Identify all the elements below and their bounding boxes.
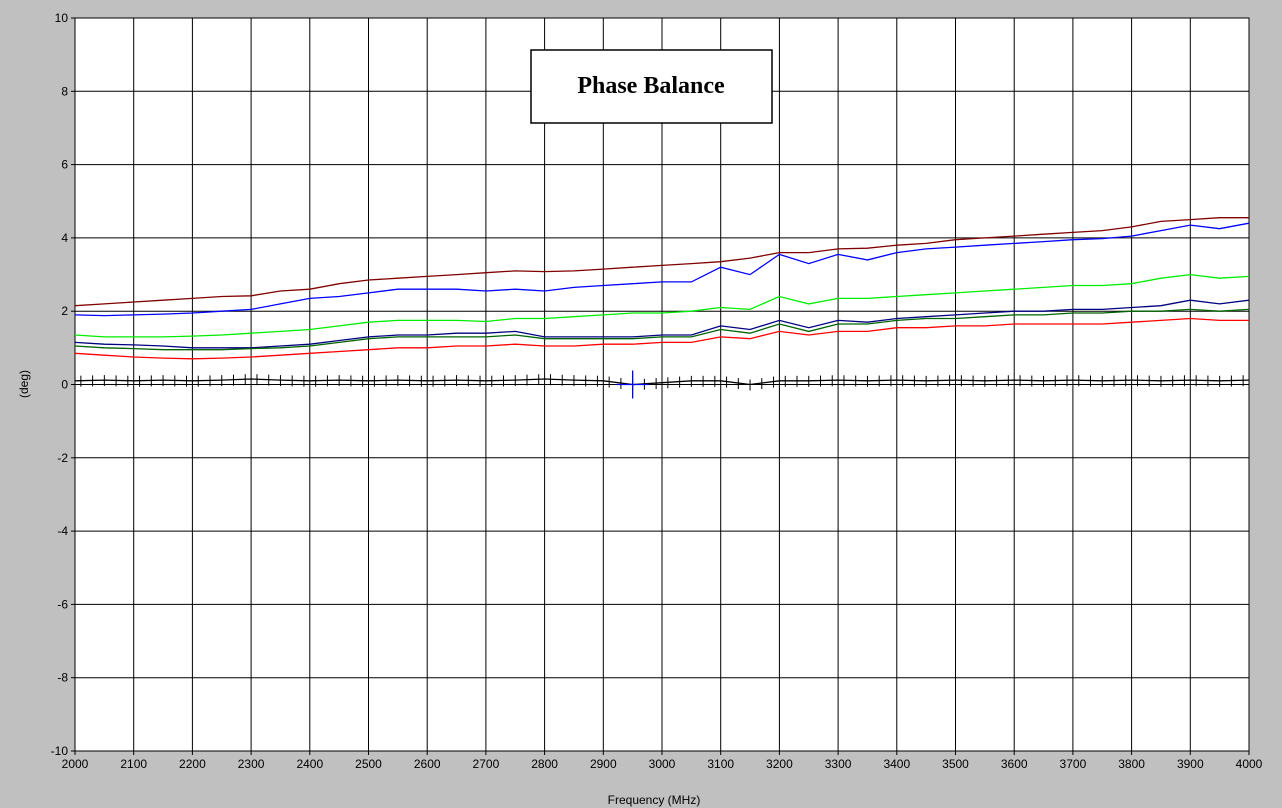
title-box [530, 49, 773, 124]
y-tick-label: 2 [61, 304, 68, 318]
x-tick-label: 3100 [707, 757, 734, 771]
x-tick-label: 4000 [1236, 757, 1263, 771]
series-line [74, 378, 1250, 386]
x-tick-label: 2300 [238, 757, 265, 771]
x-tick-label: 3400 [883, 757, 910, 771]
y-tick-label: 10 [55, 11, 69, 25]
y-axis-title: (deg) [17, 370, 31, 398]
x-tick-label: 3300 [825, 757, 852, 771]
y-tick-label: 8 [61, 84, 68, 98]
grid [71, 17, 1250, 755]
y-tick-label: -4 [57, 524, 68, 538]
x-tick-label: 2400 [296, 757, 323, 771]
x-axis-title: Frequency (MHz) [608, 793, 701, 807]
x-tick-label: 2900 [590, 757, 617, 771]
x-tick-label: 2500 [355, 757, 382, 771]
x-tick-label: 2800 [531, 757, 558, 771]
x-tick-label: 3600 [1001, 757, 1028, 771]
x-tick-label: 3700 [1060, 757, 1087, 771]
series-line [74, 308, 1250, 351]
y-tick-label: 0 [61, 378, 68, 392]
x-tick-label: 2700 [473, 757, 500, 771]
y-axis-tick-labels: 10 8 6 4 2 0 -2 -4 -6 -8 -10 [51, 11, 69, 758]
x-tick-label: 3200 [766, 757, 793, 771]
x-tick-label: 3800 [1118, 757, 1145, 771]
series-line [74, 273, 1250, 338]
x-tick-label: 3500 [942, 757, 969, 771]
x-axis-tick-labels: 2000 2100 2200 2300 2400 2500 2600 2700 2800 2900… [62, 757, 1263, 771]
y-tick-label: 4 [61, 231, 68, 245]
chart-title: Phase Balance [577, 73, 725, 99]
y-tick-label: -2 [57, 451, 68, 465]
x-tick-label: 2600 [414, 757, 441, 771]
y-tick-label: 6 [61, 158, 68, 172]
y-tick-label: -6 [57, 597, 68, 611]
x-tick-label: 2200 [179, 757, 206, 771]
x-tick-label: 3000 [649, 757, 676, 771]
series-line [74, 299, 1250, 349]
y-tick-label: -10 [51, 744, 69, 758]
cursor-marker[interactable] [616, 370, 649, 399]
x-tick-label: 3900 [1177, 757, 1204, 771]
x-tick-label: 2000 [62, 757, 89, 771]
x-tick-label: 2100 [120, 757, 147, 771]
series-line [74, 317, 1249, 360]
series-line [74, 222, 1250, 317]
y-tick-label: -8 [57, 671, 68, 685]
series-lines [74, 217, 1250, 386]
series-line [74, 217, 1249, 307]
